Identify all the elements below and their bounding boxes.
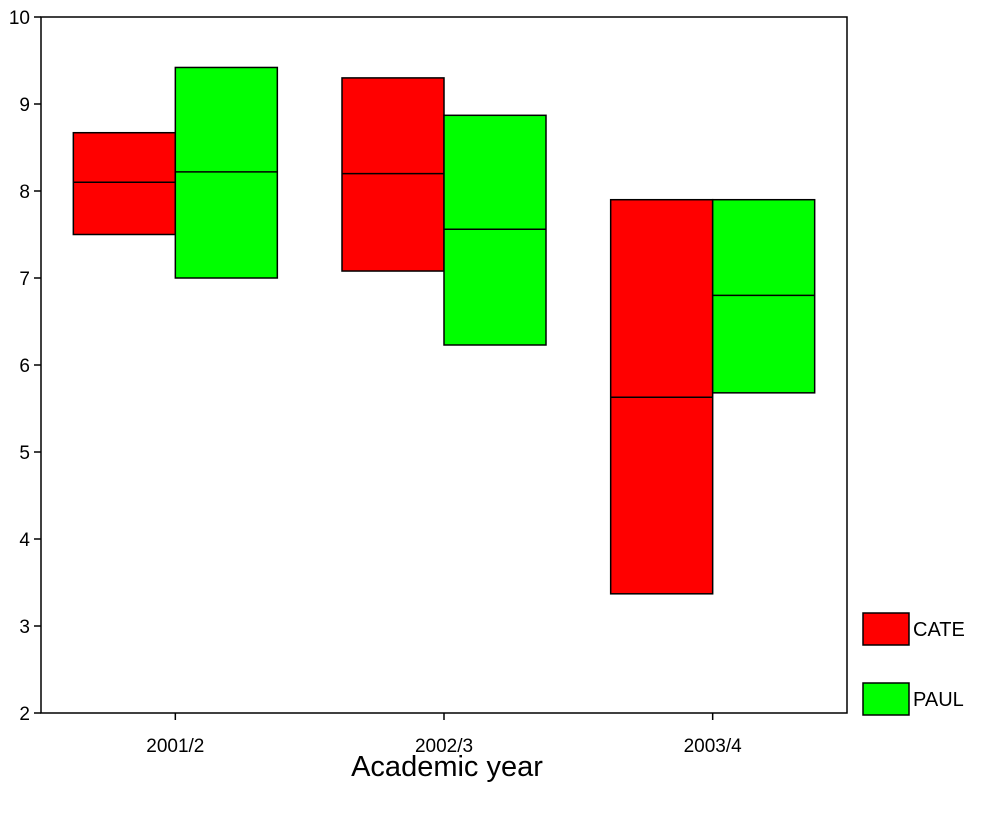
box-paul	[174, 66, 279, 279]
box-paul	[711, 198, 816, 394]
legend-swatch-paul	[862, 682, 910, 716]
x-axis-title: Academic year	[351, 751, 543, 783]
y-tick-label: 8	[19, 182, 30, 203]
y-tick-label: 7	[19, 269, 30, 290]
legend-label: CATE	[913, 619, 965, 641]
y-tick-label: 5	[19, 443, 30, 464]
box-paul	[443, 114, 547, 346]
legend-label: PAUL	[913, 689, 964, 711]
x-tick-label: 2003/4	[684, 736, 743, 757]
legend-swatch-cate	[862, 612, 910, 646]
x-tick-label: 2001/2	[146, 736, 204, 757]
y-tick-label: 2	[19, 704, 30, 725]
y-tick-label: 10	[9, 8, 30, 29]
y-tick-label: 4	[19, 530, 30, 551]
y-tick-label: 6	[19, 356, 30, 377]
y-tick-label: 3	[19, 617, 30, 638]
box-cate	[72, 131, 177, 236]
x-tick-label: 2002/3	[415, 736, 473, 757]
box-cate	[341, 77, 445, 272]
y-tick-label: 9	[19, 95, 30, 116]
